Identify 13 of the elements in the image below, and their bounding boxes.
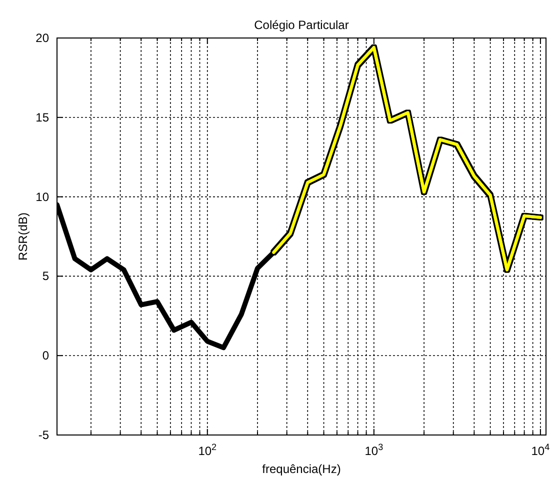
- line-series: [272, 46, 542, 272]
- x-tick-label: 10$^{2}$: [198, 442, 217, 458]
- x-axis-title: frequência(Hz): [262, 462, 341, 476]
- x-tick-label: 10$^{3}$: [364, 442, 384, 458]
- y-tick-label: 15: [36, 110, 50, 124]
- y-tick-label: 10: [36, 190, 50, 204]
- x-tick-label: 10$^{4}$: [531, 442, 550, 458]
- y-tick-label: 0: [42, 348, 50, 363]
- y-tick-label: 5: [42, 269, 50, 284]
- chart-title: Colégio Particular: [254, 18, 349, 32]
- y-tick-label: -5: [38, 428, 50, 442]
- y-axis-title: RSR(dB): [16, 212, 30, 261]
- y-tick-label: 20: [36, 31, 50, 45]
